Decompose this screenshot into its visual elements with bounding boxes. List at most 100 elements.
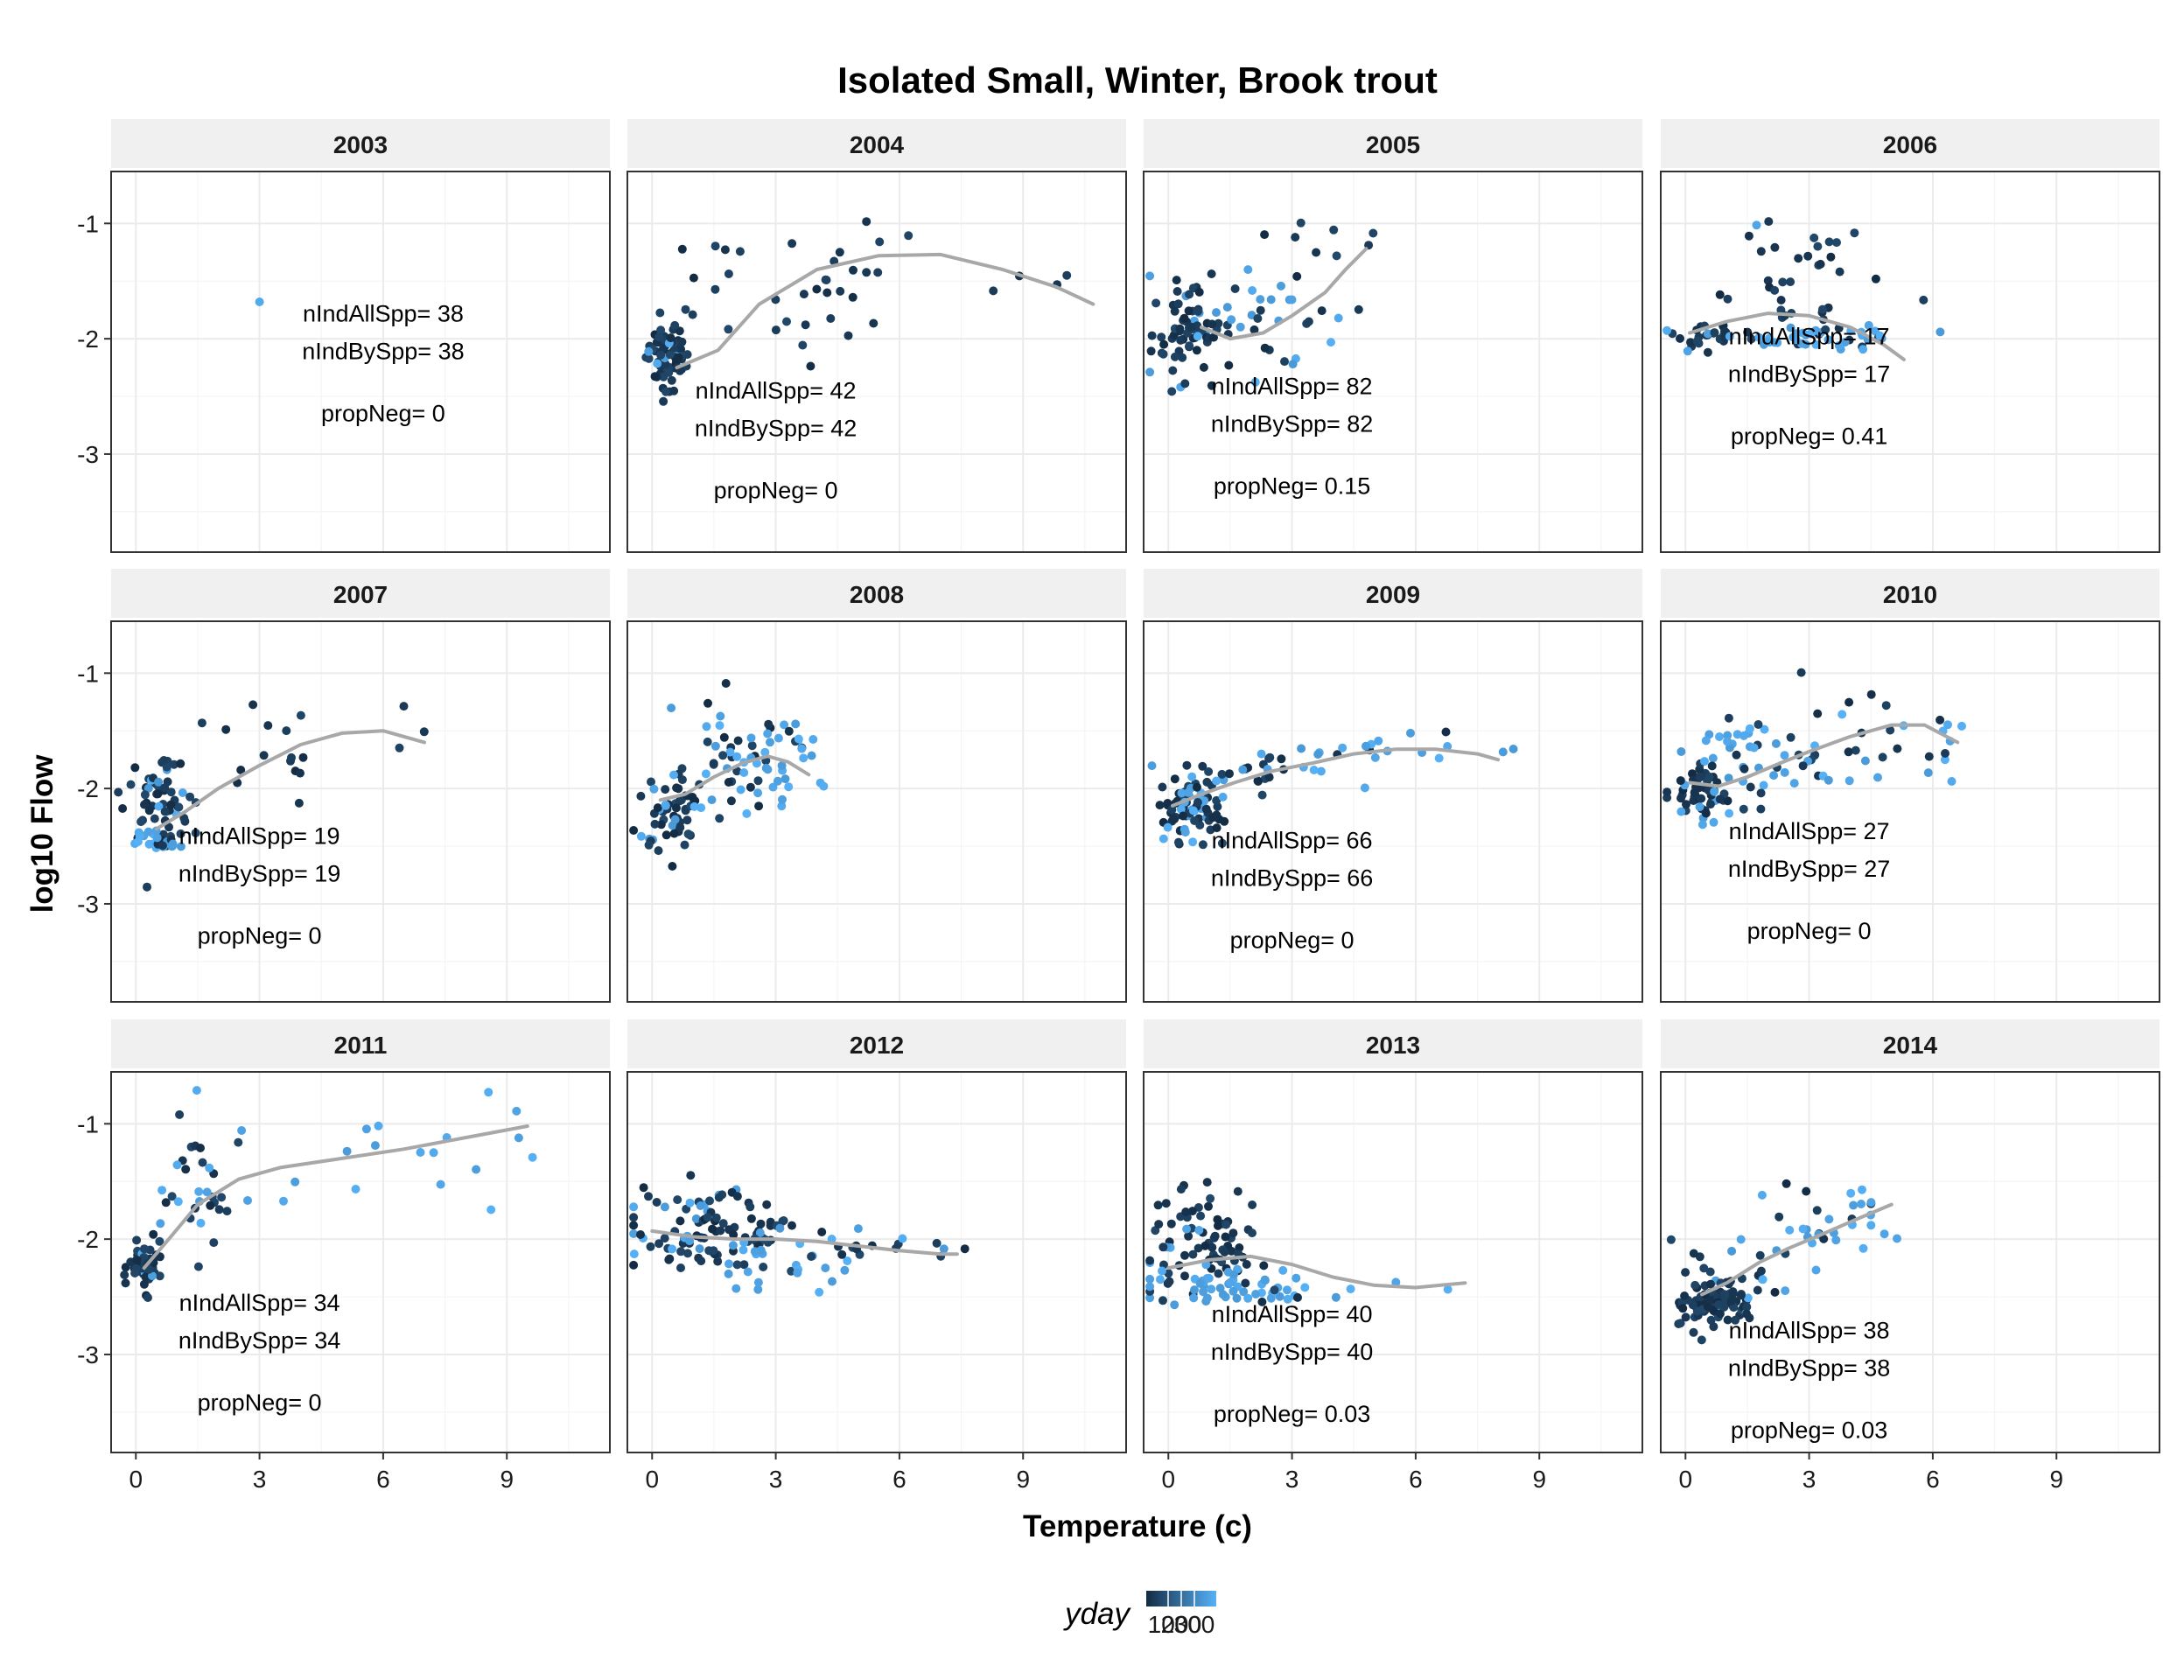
data-point: [784, 726, 794, 736]
panel-annotation: propNeg= 0.03: [1214, 1401, 1370, 1427]
panel-annotation: nIndBySpp= 38: [302, 338, 464, 364]
data-point: [1699, 1264, 1709, 1273]
data-point: [1190, 1285, 1199, 1295]
data-point: [296, 710, 305, 720]
panel-annotation: nIndAllSpp= 82: [1212, 373, 1373, 399]
data-point: [650, 819, 660, 829]
data-point: [1189, 1293, 1199, 1303]
data-point: [1724, 713, 1733, 723]
data-point: [1844, 776, 1854, 786]
data-point: [1192, 346, 1201, 355]
data-point: [732, 1284, 741, 1293]
data-point: [152, 833, 162, 843]
data-point: [817, 1228, 827, 1236]
data-point: [1145, 271, 1155, 281]
data-point: [629, 1250, 639, 1259]
data-point: [1288, 360, 1298, 369]
data-point: [702, 722, 711, 732]
data-point: [1346, 1284, 1355, 1294]
data-point: [1725, 808, 1734, 818]
data-point: [821, 275, 830, 284]
data-point: [1173, 837, 1183, 847]
data-point: [1941, 749, 1950, 758]
data-point: [1498, 747, 1508, 757]
data-point: [837, 1250, 847, 1259]
data-point: [1723, 294, 1732, 304]
facet-panel-2012: 2012 0 3 6 9: [626, 1019, 1127, 1493]
data-point: [1739, 804, 1748, 814]
data-point: [148, 1271, 157, 1281]
data-point: [708, 1224, 717, 1234]
data-point: [140, 790, 150, 800]
data-point: [140, 800, 149, 809]
data-point: [1370, 752, 1380, 762]
data-point: [1208, 1242, 1217, 1252]
data-point: [1202, 1178, 1212, 1187]
data-point: [174, 802, 184, 812]
data-point: [1184, 1231, 1194, 1241]
data-point: [799, 290, 808, 299]
data-point: [716, 1226, 725, 1236]
data-point: [644, 346, 654, 356]
data-point: [771, 326, 780, 335]
facet-panel-2011: 2011 nIndAllSpp= 34 nIndBySpp= 34 propNeg= …: [77, 1019, 611, 1493]
data-point: [750, 1247, 760, 1256]
data-point: [1710, 328, 1719, 338]
data-point: [1170, 352, 1180, 361]
y-tick-label: -3: [77, 441, 99, 468]
data-point: [862, 268, 872, 277]
data-point: [1362, 741, 1370, 751]
data-point: [1187, 772, 1197, 781]
data-point: [1214, 1221, 1222, 1230]
data-point: [1676, 333, 1684, 343]
data-point: [649, 784, 659, 794]
data-point: [1724, 774, 1733, 783]
data-point: [1743, 327, 1753, 337]
data-point: [1158, 782, 1167, 792]
data-point: [1871, 274, 1880, 284]
data-point: [1156, 1275, 1165, 1284]
data-point: [1185, 341, 1194, 351]
data-point: [843, 1256, 852, 1265]
data-point: [743, 1267, 752, 1277]
data-point: [691, 1214, 701, 1223]
data-point: [1788, 332, 1798, 342]
data-point: [1334, 313, 1343, 323]
data-point: [1157, 332, 1166, 342]
data-point: [1838, 710, 1847, 719]
data-point: [815, 1287, 824, 1297]
data-point: [205, 1163, 214, 1172]
data-point: [1251, 1290, 1261, 1298]
data-point: [1443, 1284, 1452, 1294]
x-tick-label: 9: [1016, 1466, 1030, 1493]
data-point: [1180, 824, 1189, 834]
data-point: [1210, 1231, 1220, 1241]
data-point: [1213, 1214, 1222, 1224]
data-point: [1873, 773, 1882, 782]
facet-strip: [111, 119, 610, 168]
data-point: [1212, 810, 1222, 820]
data-point: [1176, 804, 1186, 814]
data-point: [132, 1256, 142, 1265]
data-point: [1186, 322, 1196, 332]
data-point: [1710, 787, 1719, 796]
data-point: [724, 1259, 733, 1269]
data-point: [1756, 247, 1766, 256]
data-point: [1224, 360, 1234, 370]
facet-strip-label: 2008: [850, 581, 904, 608]
data-point: [1752, 220, 1761, 230]
data-point: [1796, 339, 1806, 348]
data-point: [1326, 338, 1335, 347]
smooth-trend-line: [1166, 1254, 1467, 1290]
data-point: [669, 770, 678, 780]
data-point: [1755, 1250, 1765, 1260]
data-point: [1682, 800, 1690, 809]
data-point: [1690, 1280, 1700, 1290]
data-point: [739, 1260, 749, 1270]
data-point: [222, 1207, 232, 1216]
data-point: [154, 802, 164, 811]
data-point: [1198, 761, 1208, 771]
data-point: [639, 1183, 648, 1193]
data-point: [1846, 1188, 1856, 1198]
smooth-trend-line: [1688, 312, 1906, 361]
